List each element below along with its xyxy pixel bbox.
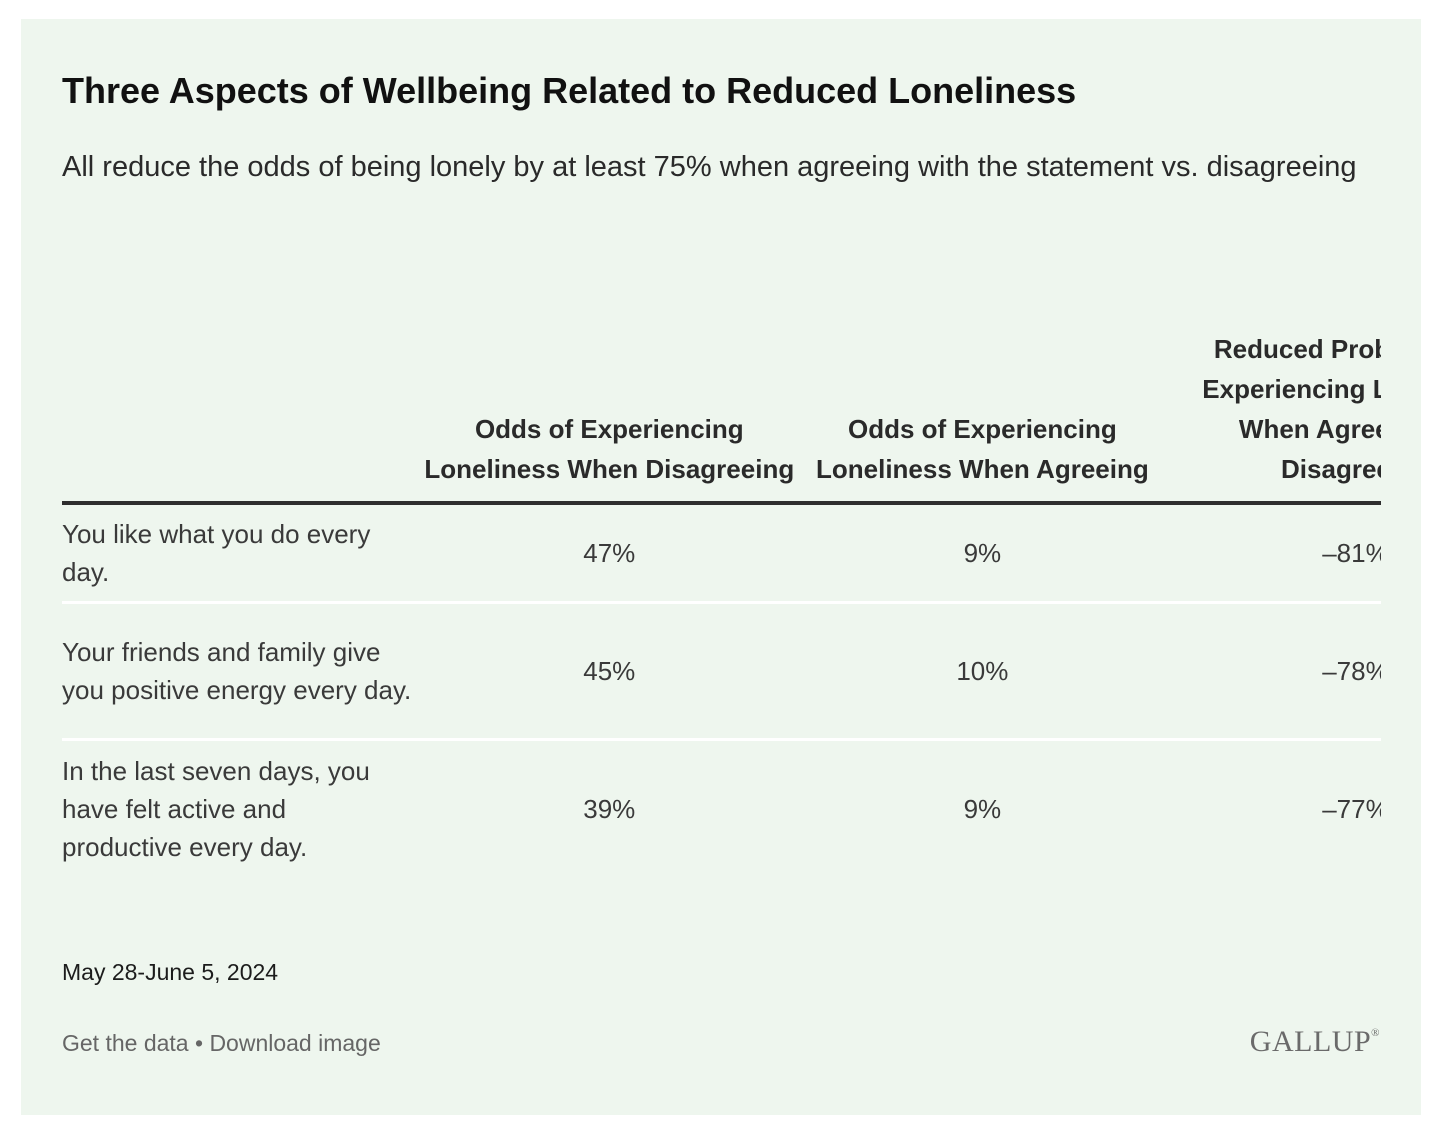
column-header-disagreeing: Odds of Experiencing Loneliness When Dis… bbox=[422, 329, 796, 505]
gallup-logo: GALLUP® bbox=[1250, 1025, 1380, 1059]
cell-disagreeing: 45% bbox=[422, 602, 796, 741]
row-label: You like what you do every day. bbox=[62, 503, 423, 604]
download-image-link[interactable]: Download image bbox=[209, 1030, 381, 1056]
row-label: Your friends and family give you positiv… bbox=[62, 602, 423, 741]
chart-title: Three Aspects of Wellbeing Related to Re… bbox=[62, 70, 1077, 111]
row-label: In the last seven days, you have felt ac… bbox=[62, 755, 370, 862]
cell-reduced: –78% bbox=[1168, 602, 1381, 741]
chart-card: Three Aspects of Wellbeing Related to Re… bbox=[21, 19, 1421, 1115]
column-header-reduced: Reduced Probability of Experiencing Lone… bbox=[1168, 329, 1381, 505]
cell-disagreeing: 39% bbox=[583, 793, 636, 824]
cell-agreeing: 10% bbox=[795, 602, 1169, 741]
cell-agreeing: 9% bbox=[795, 503, 1169, 604]
cell-reduced: –81% bbox=[1168, 503, 1381, 604]
cell-agreeing: 9% bbox=[963, 793, 1002, 824]
table-row: You like what you do every day. 47% 9% –… bbox=[62, 503, 1381, 604]
table-row: Your friends and family give you positiv… bbox=[62, 602, 1381, 741]
footer-links: Get the data • Download image bbox=[62, 1030, 381, 1057]
chart-subtitle: All reduce the odds of being lonely by a… bbox=[62, 151, 1357, 183]
registered-mark: ® bbox=[1371, 1027, 1380, 1039]
column-header-agreeing: Odds of Experiencing Loneliness When Agr… bbox=[795, 329, 1169, 505]
get-the-data-link[interactable]: Get the data bbox=[62, 1030, 189, 1056]
column-header-blank bbox=[62, 329, 423, 505]
table-row: In the last seven days, you have felt ac… bbox=[62, 740, 1381, 877]
footer-separator: • bbox=[194, 1030, 210, 1056]
cell-disagreeing: 47% bbox=[422, 503, 796, 604]
data-table: Odds of Experiencing Loneliness When Dis… bbox=[62, 329, 1381, 876]
survey-date-note: May 28-June 5, 2024 bbox=[62, 959, 279, 985]
table-header-row: Odds of Experiencing Loneliness When Dis… bbox=[62, 329, 1381, 505]
data-table-container: Odds of Experiencing Loneliness When Dis… bbox=[62, 329, 1381, 929]
gallup-logo-text: GALLUP bbox=[1249, 1025, 1372, 1058]
cell-reduced: –77% bbox=[1322, 793, 1381, 824]
